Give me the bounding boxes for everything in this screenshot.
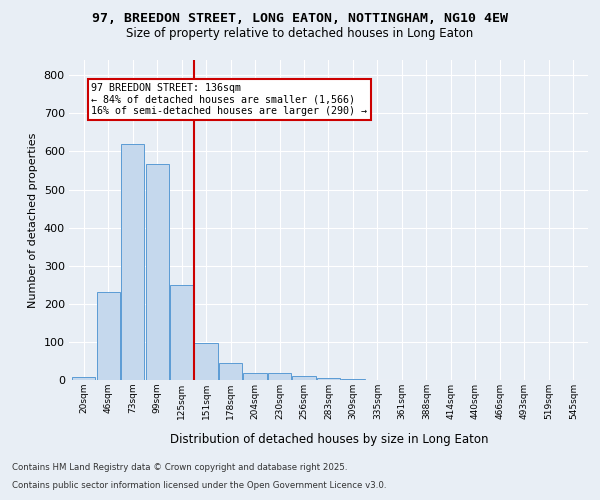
Y-axis label: Number of detached properties: Number of detached properties: [28, 132, 38, 308]
Bar: [292, 376, 316, 380]
Bar: [341, 379, 365, 380]
Text: Contains HM Land Registry data © Crown copyright and database right 2025.: Contains HM Land Registry data © Crown c…: [12, 464, 347, 472]
Text: Size of property relative to detached houses in Long Eaton: Size of property relative to detached ho…: [127, 28, 473, 40]
Text: 97, BREEDON STREET, LONG EATON, NOTTINGHAM, NG10 4EW: 97, BREEDON STREET, LONG EATON, NOTTINGH…: [92, 12, 508, 26]
Bar: [219, 363, 242, 380]
Bar: [146, 164, 169, 380]
Bar: [268, 373, 291, 380]
Bar: [170, 285, 193, 380]
Text: Contains public sector information licensed under the Open Government Licence v3: Contains public sector information licen…: [12, 481, 386, 490]
Bar: [72, 377, 95, 380]
Bar: [244, 373, 266, 380]
Bar: [317, 378, 340, 380]
Text: Distribution of detached houses by size in Long Eaton: Distribution of detached houses by size …: [170, 432, 488, 446]
Bar: [121, 144, 144, 380]
Bar: [194, 342, 218, 380]
Bar: [97, 292, 120, 380]
Text: 97 BREEDON STREET: 136sqm
← 84% of detached houses are smaller (1,566)
16% of se: 97 BREEDON STREET: 136sqm ← 84% of detac…: [91, 83, 367, 116]
